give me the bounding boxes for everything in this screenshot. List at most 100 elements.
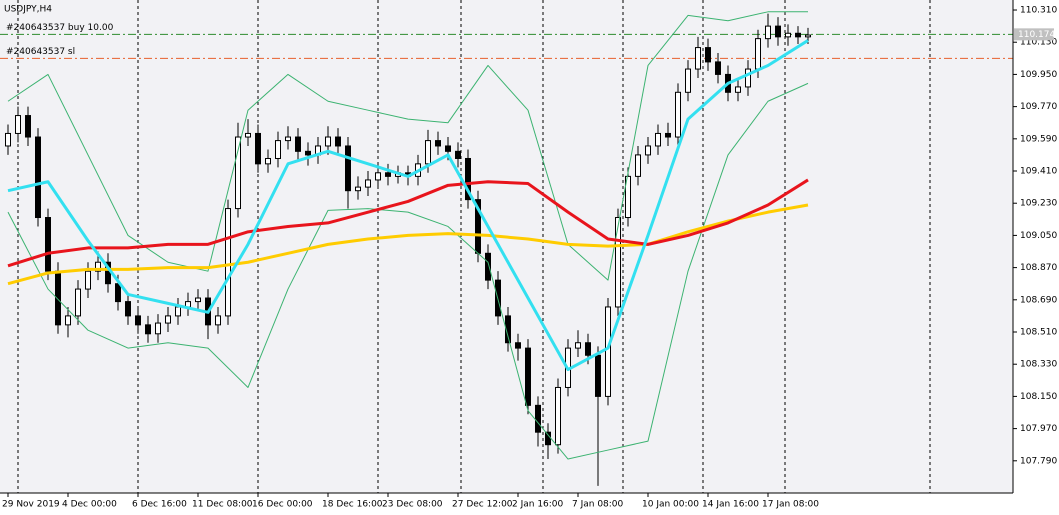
y-tick-label: 109.590 bbox=[1020, 134, 1057, 144]
candle-body bbox=[365, 179, 371, 188]
candle-body bbox=[145, 324, 151, 335]
candle-body bbox=[695, 47, 701, 70]
candle-body bbox=[65, 315, 71, 326]
candle-body bbox=[445, 145, 451, 152]
x-tick-label: 18 Dec 16:00 bbox=[322, 500, 383, 510]
candle-body bbox=[345, 145, 351, 192]
x-tick-label: 16 Dec 00:00 bbox=[252, 500, 313, 510]
price-box bbox=[1014, 28, 1054, 41]
candle-body bbox=[745, 68, 751, 88]
candle-body bbox=[585, 342, 591, 356]
candle-body bbox=[95, 261, 101, 272]
candle-body bbox=[805, 34, 811, 38]
order-label: #240643537 sl bbox=[6, 47, 75, 57]
y-tick-label: 109.230 bbox=[1020, 199, 1057, 209]
indicator-line bbox=[7, 178, 809, 268]
candle-body bbox=[615, 217, 621, 308]
marks bbox=[5, 11, 811, 486]
candle-body bbox=[645, 145, 651, 156]
candle-body bbox=[135, 315, 141, 326]
candle-body bbox=[265, 157, 271, 165]
candle-body bbox=[605, 306, 611, 397]
candle-body bbox=[545, 431, 551, 446]
candle-body bbox=[665, 132, 671, 138]
candle-body bbox=[225, 208, 231, 317]
candle-body bbox=[755, 38, 761, 70]
candle-body bbox=[505, 315, 511, 344]
candle-body bbox=[215, 315, 221, 326]
chart-title: USDJPY,H4 bbox=[4, 5, 52, 15]
candle-body bbox=[285, 136, 291, 142]
y-tick-label: 107.790 bbox=[1020, 456, 1057, 466]
candle-body bbox=[785, 32, 791, 38]
candle-body bbox=[625, 175, 631, 219]
y-tick-label: 108.870 bbox=[1020, 263, 1057, 273]
candle-body bbox=[775, 25, 781, 38]
plot-area bbox=[0, 0, 1013, 493]
x-tick-label: 6 Dec 16:00 bbox=[132, 500, 187, 510]
y-tick-label: 110.310 bbox=[1020, 6, 1057, 16]
y-tick-label: 108.150 bbox=[1020, 392, 1057, 402]
candle-body bbox=[435, 140, 441, 147]
candle-body bbox=[325, 136, 331, 147]
candle-body bbox=[515, 342, 521, 349]
indicator-line bbox=[7, 82, 809, 460]
candle-body bbox=[115, 283, 121, 303]
candle-body bbox=[255, 132, 261, 165]
x-tick-label: 14 Jan 16:00 bbox=[702, 500, 759, 510]
candle-body bbox=[5, 132, 11, 147]
candle-body bbox=[455, 150, 461, 159]
candle-body bbox=[715, 61, 721, 75]
x-tick-label: 10 Jan 00:00 bbox=[642, 500, 699, 510]
indicator-line bbox=[7, 203, 809, 286]
candle-body bbox=[705, 47, 711, 63]
y-tick-label: 108.690 bbox=[1020, 295, 1057, 305]
candle-body bbox=[305, 150, 311, 156]
x-tick-label: 7 Jan 08:00 bbox=[572, 500, 624, 510]
y-tick-label: 108.330 bbox=[1020, 360, 1057, 370]
candle-body bbox=[655, 132, 661, 147]
candle-body bbox=[15, 115, 21, 134]
candle-body bbox=[735, 86, 741, 93]
candle-body bbox=[795, 32, 801, 38]
candle-body bbox=[355, 186, 361, 192]
candle-body bbox=[465, 157, 471, 201]
candle-body bbox=[25, 115, 31, 138]
candle-body bbox=[35, 136, 41, 219]
x-tick-label: 4 Dec 00:00 bbox=[62, 500, 117, 510]
candle-body bbox=[375, 172, 381, 181]
candle-body bbox=[45, 217, 51, 272]
x-tick-label: 17 Jan 08:00 bbox=[762, 500, 819, 510]
x-tick-label: 11 Dec 08:00 bbox=[192, 500, 253, 510]
candle-body bbox=[525, 347, 531, 406]
candle-body bbox=[675, 91, 681, 138]
y-tick-label: 110.130 bbox=[1020, 38, 1057, 48]
candle-body bbox=[685, 68, 691, 93]
candle-body bbox=[335, 136, 341, 147]
candle-body bbox=[235, 136, 241, 210]
candle-body bbox=[575, 342, 581, 349]
candle-body bbox=[175, 306, 181, 317]
y-tick-label: 109.950 bbox=[1020, 70, 1057, 80]
candle-body bbox=[85, 270, 91, 290]
candle-body bbox=[425, 140, 431, 165]
y-tick-label: 109.770 bbox=[1020, 102, 1057, 112]
x-tick-label: 27 Dec 12:00 bbox=[452, 500, 513, 510]
y-tick-label: 109.410 bbox=[1020, 167, 1057, 177]
candle-body bbox=[595, 354, 601, 397]
order-label: #240643537 buy 10.00 bbox=[6, 23, 114, 33]
candle-body bbox=[535, 404, 541, 433]
candle-body bbox=[555, 386, 561, 446]
candle-body bbox=[195, 297, 201, 303]
y-tick-label: 108.510 bbox=[1020, 328, 1057, 338]
candle-body bbox=[295, 136, 301, 152]
x-tick-label: 23 Dec 08:00 bbox=[382, 500, 443, 510]
candle-body bbox=[125, 301, 131, 317]
y-tick-label: 107.970 bbox=[1020, 424, 1057, 434]
candle-body bbox=[385, 172, 391, 177]
candle-body bbox=[165, 315, 171, 324]
x-tick-label: 2 Jan 16:00 bbox=[512, 500, 564, 510]
y-tick-label: 109.050 bbox=[1020, 231, 1057, 241]
candle-body bbox=[75, 288, 81, 317]
